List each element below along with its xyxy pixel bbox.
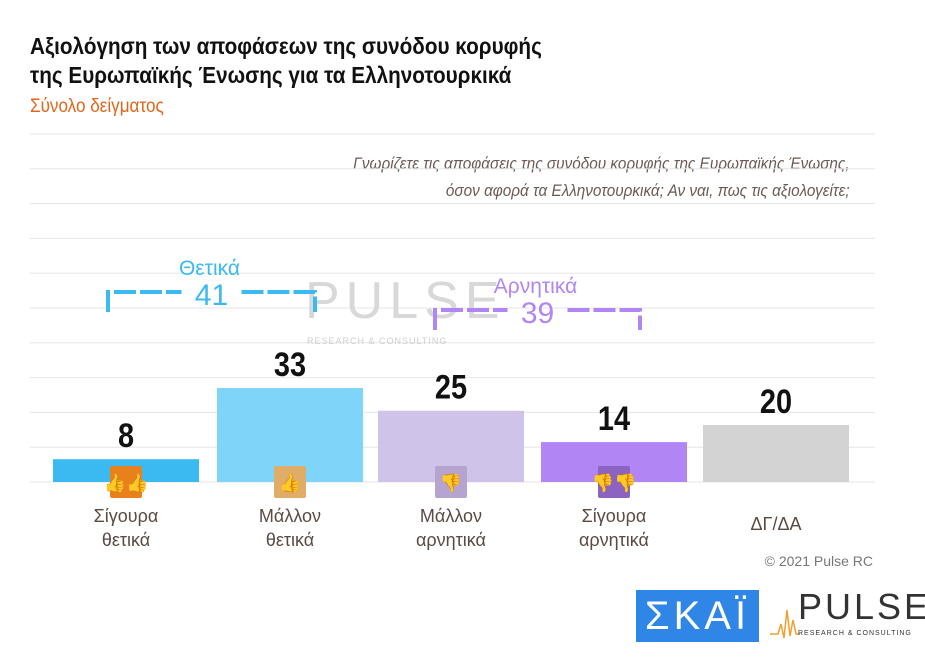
pulse-logo-text: PULSE xyxy=(798,586,925,627)
thumbs-up-icon-glyph: 👍 xyxy=(279,472,301,493)
category-label: ΔΓ/ΔΑ xyxy=(751,514,802,534)
chart-subtitle: Σύνολο δείγματος xyxy=(30,96,164,117)
category-label: αρνητικά xyxy=(579,530,649,550)
double-thumbs-up-icon-glyph: 👍👍 xyxy=(104,472,149,493)
pulse-logo-sub: RESEARCH & CONSULTING xyxy=(798,630,912,637)
category-label: θετικά xyxy=(102,530,150,550)
category-label: Σίγουρα xyxy=(582,506,647,526)
group-label: Αρνητικά xyxy=(494,275,577,298)
survey-question: Γνωρίζετε τις αποφάσεις της συνόδου κορυ… xyxy=(354,150,850,204)
group-total: 39 xyxy=(521,297,554,330)
data-label: 33 xyxy=(274,345,306,384)
watermark-text: PULSE xyxy=(305,272,506,330)
skai-logo: ΣΚΑΪ xyxy=(636,590,759,642)
title-line-1: Αξιολόγηση των αποφάσεων της συνόδου κορ… xyxy=(30,33,542,59)
double-thumbs-up-icon xyxy=(110,466,142,498)
category-label: Σίγουρα xyxy=(94,506,159,526)
watermark-sub: RESEARCH & CONSULTING xyxy=(307,336,447,346)
thumbs-down-icon xyxy=(435,466,467,498)
copyright: © 2021 Pulse RC xyxy=(764,553,873,569)
group-bracket-right xyxy=(567,308,642,330)
thumbs-up-icon xyxy=(274,466,306,498)
double-thumbs-down-icon xyxy=(598,466,630,498)
data-label: 25 xyxy=(435,368,467,407)
group-bracket-left xyxy=(106,290,182,312)
data-label: 8 xyxy=(118,416,134,455)
category-label: αρνητικά xyxy=(416,530,486,550)
group-bracket-left xyxy=(433,308,508,330)
category-label: Μάλλον xyxy=(259,506,321,526)
pulse-wave-icon xyxy=(770,609,800,639)
pulse-logo: PULSE RESEARCH & CONSULTING xyxy=(770,586,925,642)
category-label: Μάλλον xyxy=(420,506,482,526)
data-label: 20 xyxy=(760,382,792,421)
bar xyxy=(703,425,849,482)
group-total: 41 xyxy=(195,279,228,312)
chart-title: Αξιολόγηση των αποφάσεων της συνόδου κορ… xyxy=(30,32,542,90)
data-label: 14 xyxy=(598,399,631,438)
question-line-1: Γνωρίζετε τις αποφάσεις της συνόδου κορυ… xyxy=(353,154,850,173)
group-bracket-right xyxy=(241,290,317,312)
double-thumbs-down-icon-glyph: 👎👎 xyxy=(592,473,637,493)
group-label: Θετικά xyxy=(179,257,240,280)
thumbs-down-icon-glyph: 👎 xyxy=(440,473,462,493)
category-label: θετικά xyxy=(266,530,314,550)
title-line-2: της Ευρωπαϊκής Ένωσης για τα Ελληνοτουρκ… xyxy=(30,62,512,88)
question-line-2: όσον αφορά τα Ελληνοτουρκικά; Αν ναι, πω… xyxy=(446,181,850,200)
